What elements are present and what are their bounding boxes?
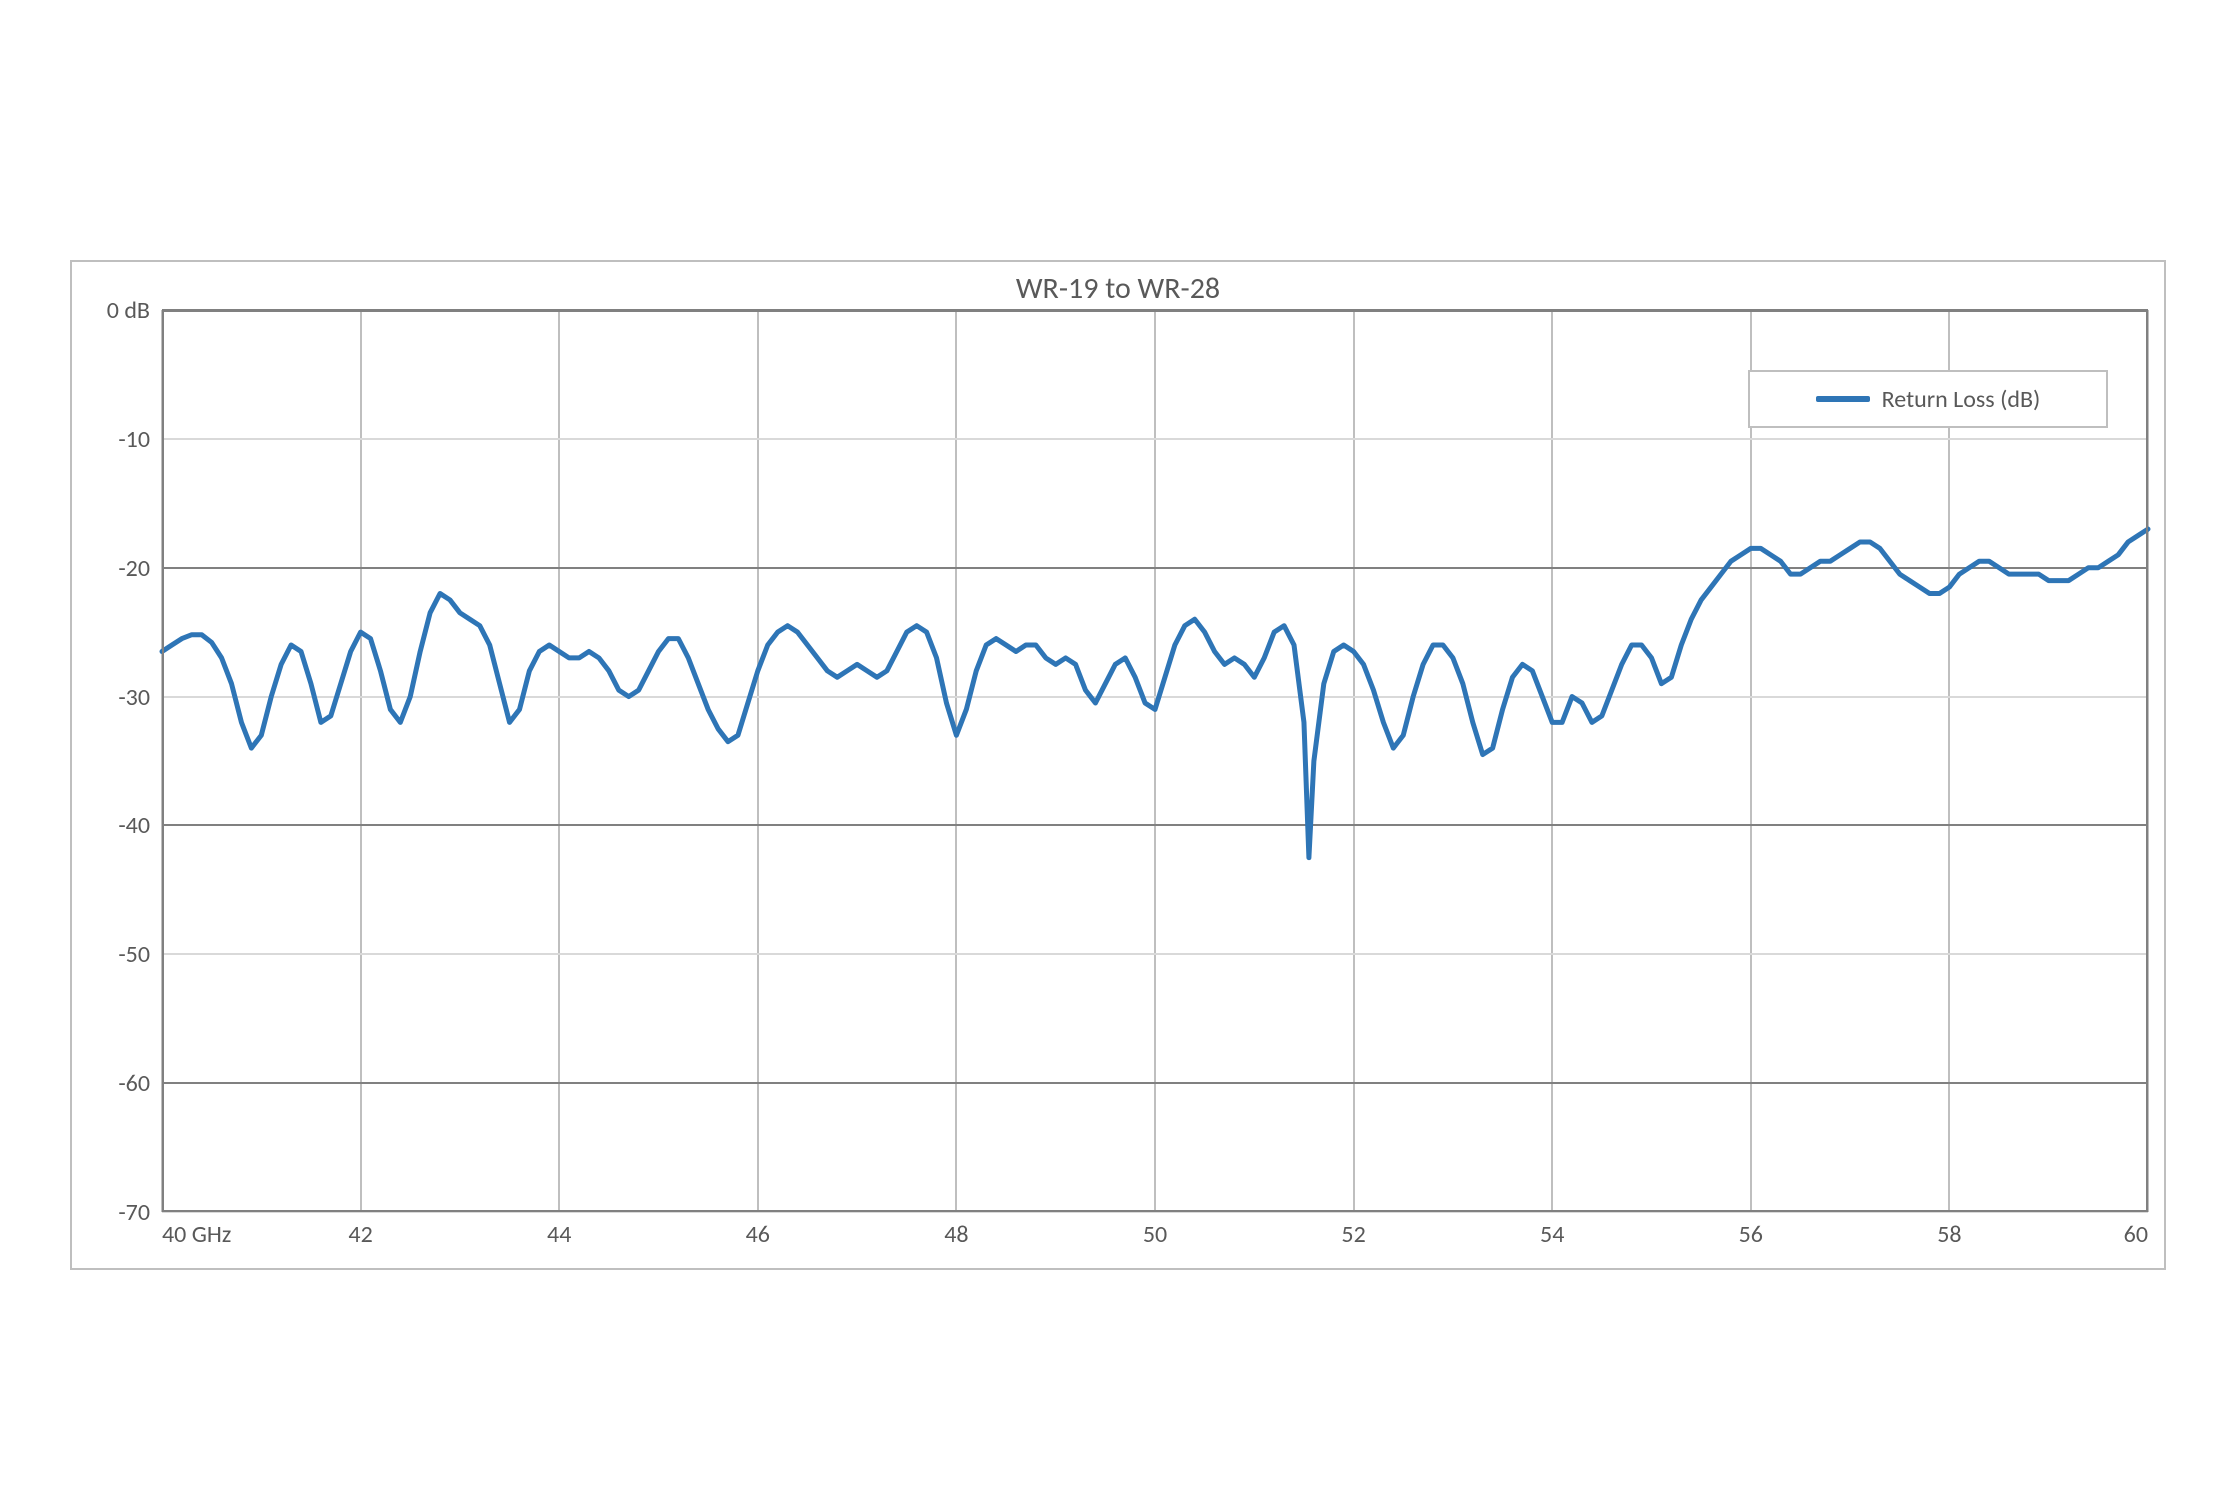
y-tick-label: -60 xyxy=(118,1069,150,1098)
x-tick-label: 60 xyxy=(2124,1220,2148,1249)
x-tick-label: 58 xyxy=(1937,1220,1961,1249)
y-tick-label: 0 dB xyxy=(107,296,150,325)
x-tick-label: 48 xyxy=(944,1220,968,1249)
x-tick-label: 56 xyxy=(1739,1220,1763,1249)
page: WR-19 to WR-28 Return Loss (dB) 0 dB -10 -… xyxy=(0,0,2235,1490)
y-tick-label: -50 xyxy=(118,940,150,969)
x-tick-label: 52 xyxy=(1341,1220,1365,1249)
x-tick-label: 46 xyxy=(746,1220,770,1249)
y-tick-label: -20 xyxy=(118,554,150,583)
y-tick-label: -70 xyxy=(118,1198,150,1227)
chart-title: WR-19 to WR-28 xyxy=(72,270,2164,307)
legend-swatch xyxy=(1816,396,1870,402)
y-tick-label: -10 xyxy=(118,425,150,454)
legend: Return Loss (dB) xyxy=(1748,370,2108,428)
x-tick-label: 40 GHz xyxy=(162,1220,231,1249)
plot-area: Return Loss (dB) xyxy=(162,310,2148,1212)
y-tick-label: -40 xyxy=(118,811,150,840)
legend-label: Return Loss (dB) xyxy=(1882,385,2041,414)
series-line xyxy=(162,310,2148,1212)
x-tick-label: 50 xyxy=(1143,1220,1167,1249)
chart-frame: WR-19 to WR-28 Return Loss (dB) 0 dB -10 -… xyxy=(70,260,2166,1270)
y-tick-label: -30 xyxy=(118,683,150,712)
x-tick-label: 44 xyxy=(547,1220,571,1249)
x-tick-label: 54 xyxy=(1540,1220,1564,1249)
x-tick-label: 42 xyxy=(348,1220,372,1249)
